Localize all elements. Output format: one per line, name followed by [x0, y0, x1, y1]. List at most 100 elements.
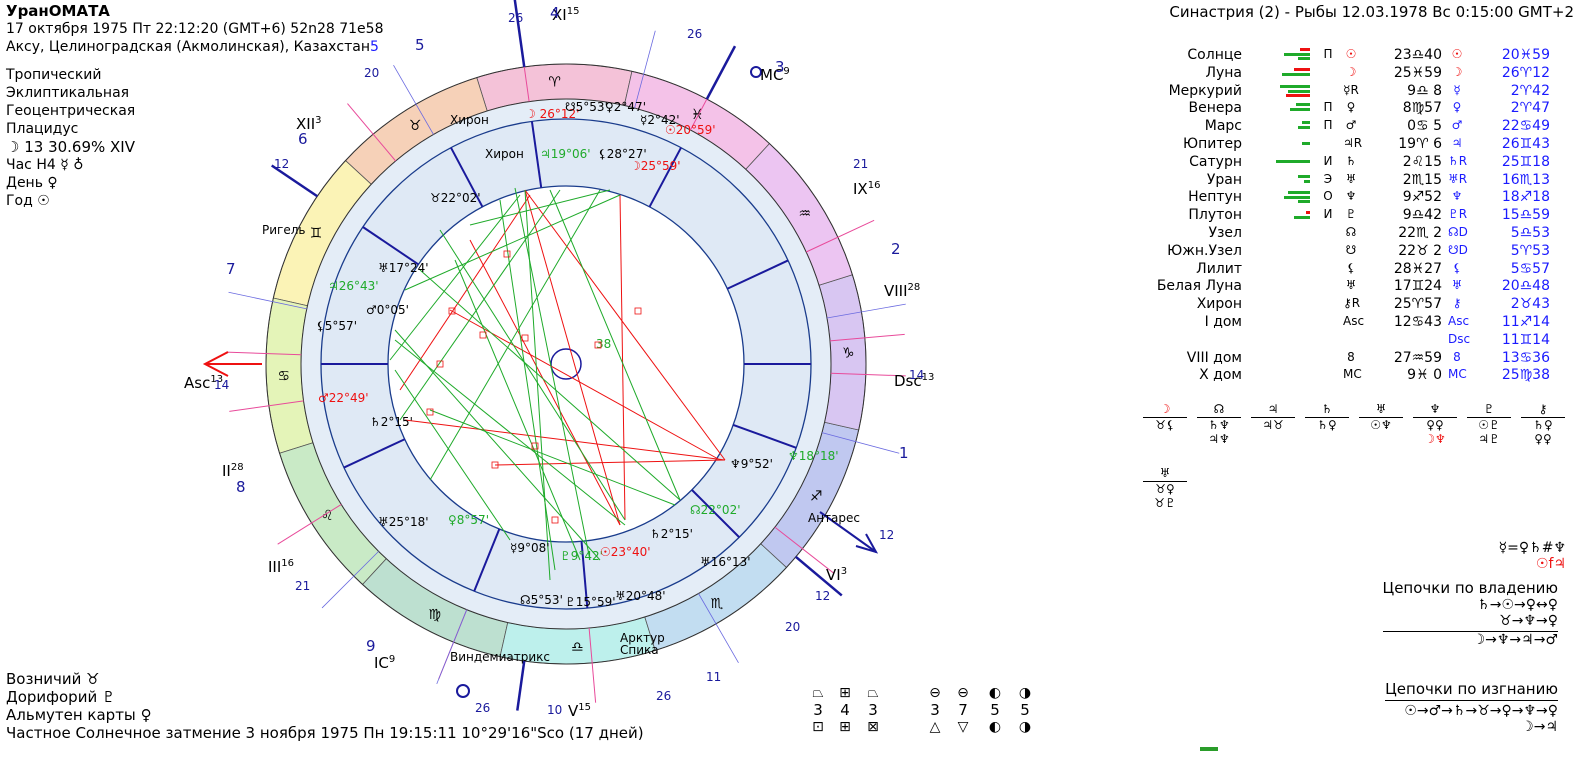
planet-marker[interactable]: ♆9°52': [730, 457, 773, 471]
house-number: 26: [687, 27, 702, 41]
center-type: Геоцентрическая: [6, 103, 136, 119]
planet-marker[interactable]: ⚸5°57': [316, 319, 357, 333]
dispositor-cell[interactable]: ⚷ ♄♀ ♀♀: [1521, 402, 1565, 446]
house-number: 1: [899, 444, 909, 462]
dispositor-cell[interactable]: ♅ ☉♆: [1359, 402, 1403, 432]
planet-marker[interactable]: ♅16°13': [700, 555, 751, 569]
house-cusp: [732, 423, 797, 449]
synastry-planet-glyph: ☋D: [1448, 242, 1468, 257]
planet-marker[interactable]: ☋5°53': [565, 100, 608, 114]
planet-marker[interactable]: ♅17°24': [378, 261, 429, 275]
planet-marker[interactable]: ☿9°08': [510, 541, 550, 555]
planet-marker[interactable]: Антарес: [808, 511, 860, 525]
dispositor-cell[interactable]: ♄ ♄♀: [1305, 402, 1349, 432]
planet-marker[interactable]: ⚸28°27': [598, 147, 647, 161]
stat-symbol-2: ⊡: [812, 719, 824, 735]
strength-bars: [1260, 296, 1310, 310]
stat-symbol-2: △: [929, 719, 941, 735]
planet-marker[interactable]: ♄2°15': [650, 527, 693, 541]
zodiac-sign-glyph: ♎: [571, 639, 584, 655]
planet-position: 2♌15: [1402, 153, 1442, 170]
planet-marker[interactable]: Хирон: [485, 147, 524, 161]
planet-marker[interactable]: ♇15°59': [565, 595, 616, 609]
aspect-marker: [426, 408, 434, 416]
planet-marker[interactable]: ☊22°02': [690, 503, 741, 517]
planet-marker[interactable]: ♅20°48': [615, 589, 666, 603]
planet-marker[interactable]: ♀8°57': [448, 513, 489, 527]
house-cusp: [691, 489, 740, 538]
center-circle: [550, 348, 582, 380]
planet-marker[interactable]: ☉20°59': [665, 123, 716, 137]
planet-marker[interactable]: Арктур: [620, 631, 665, 645]
aspect-line: [429, 409, 676, 506]
aspect-line: [454, 259, 581, 561]
house-label-name: II: [222, 462, 231, 480]
dispositor-cell[interactable]: ☊ ♄♆ ♃♆: [1197, 402, 1241, 446]
strength-bar: [1280, 84, 1310, 88]
misc-dignities: ☿=♀♄#♆ ☉f♃: [1499, 540, 1566, 572]
dignity-line: ☿=♀♄#♆: [1498, 540, 1566, 556]
planet-marker[interactable]: ♃19°06': [540, 147, 591, 161]
house-label-name: XII: [296, 115, 315, 133]
planet-marker[interactable]: ☽25°59': [630, 159, 681, 173]
planet-marker[interactable]: ♂0°05': [366, 303, 409, 317]
planet-position: 25♈57: [1393, 296, 1442, 313]
strength-bar: [1288, 191, 1310, 195]
coordinate-system: Эклиптикальная: [6, 85, 130, 101]
planet-marker[interactable]: ☽ 26°12': [525, 107, 579, 121]
planet-marker[interactable]: ♂22°49': [318, 391, 369, 405]
aspect-line: [389, 194, 521, 361]
aspect-line: [449, 309, 721, 461]
stat-value: 3: [930, 701, 940, 719]
aspect-marker: [436, 360, 444, 368]
planet-marker[interactable]: Спика: [620, 643, 659, 657]
strength-bars: [1260, 332, 1310, 346]
planet-marker[interactable]: ♇9°42': [560, 549, 603, 563]
planet-marker[interactable]: ♃26°43': [328, 279, 379, 293]
planet-marker[interactable]: 38: [596, 337, 611, 351]
planet-marker[interactable]: Ригель: [262, 223, 305, 237]
stat-value: 3: [813, 701, 823, 719]
dispositor-bottom: ♄♆: [1197, 417, 1241, 432]
planet-marker[interactable]: ♀2°47': [605, 100, 646, 114]
planet-marker[interactable]: ☉23°40': [600, 545, 651, 559]
house-number: 12: [815, 589, 830, 603]
planet-marker[interactable]: ♄2°15': [370, 415, 413, 429]
dispositor-cell[interactable]: ☽ ♉⚸: [1143, 402, 1187, 432]
zodiac-sign-glyph: ♑: [842, 346, 855, 362]
dispositor-cell[interactable]: ♃ ♃♉: [1251, 402, 1295, 432]
almuten-line: Альмутен карты ♀: [6, 706, 152, 724]
house-label: XI15: [552, 6, 579, 24]
dispositor-bottom: ☉♆: [1359, 417, 1403, 432]
dispositor-cell[interactable]: ♆ ♀♀ ☽♆: [1413, 402, 1457, 446]
dispositor-cell[interactable]: ♇ ☉♇ ♃♇: [1467, 402, 1511, 446]
house-number: 26: [475, 701, 490, 715]
planet-marker[interactable]: Хирон: [450, 113, 489, 127]
synastry-cusp: [698, 593, 739, 663]
axis-line: [270, 164, 318, 198]
synastry-cusp: [634, 30, 656, 109]
planet-marker[interactable]: ☊5°53': [520, 593, 563, 607]
zodiac-type: Тропический: [6, 67, 102, 83]
house-number: 14: [909, 368, 924, 382]
house-label-degree: 16: [281, 558, 294, 569]
planet-marker[interactable]: ☿2°42': [640, 113, 680, 127]
house-label: VIII28: [884, 282, 920, 300]
planet-name: VIII дом: [1186, 349, 1242, 366]
planet-marker[interactable]: ♆18°18': [788, 449, 839, 463]
house-cusp: [450, 147, 484, 208]
strength-bar: [1298, 126, 1310, 130]
planet-marker[interactable]: ♉22°02': [430, 191, 481, 205]
exile-chains: Цепочки по изгнанию ☉→♂→♄→♉→♀→♆→♀ ☽→♃: [1385, 680, 1558, 735]
aspect-line: [394, 339, 626, 526]
stat-value: 3: [868, 701, 878, 719]
aspect-line: [469, 189, 611, 226]
axis-line: [795, 555, 843, 597]
dispositor-cell[interactable]: ♅ ♉♀ ♉♇: [1143, 466, 1187, 510]
planet-marker[interactable]: Виндемиатрикс: [450, 650, 550, 664]
planet-marker[interactable]: ♅25°18': [378, 515, 429, 529]
stat-symbol: ⏢: [812, 685, 824, 701]
aspect-line: [524, 189, 726, 461]
house-label-degree: 13: [922, 372, 935, 383]
